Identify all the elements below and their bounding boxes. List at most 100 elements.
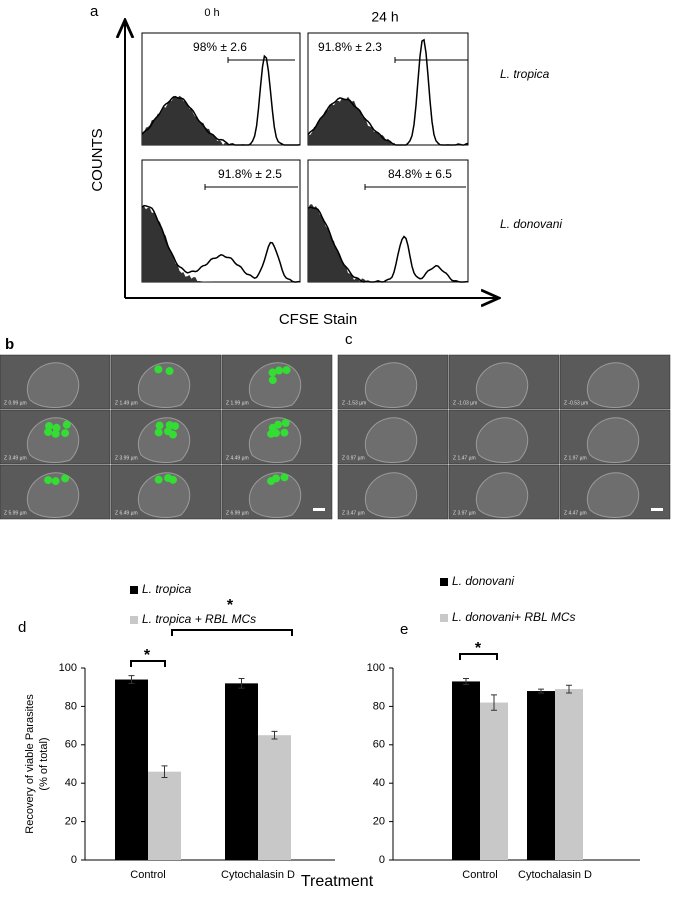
panel-label: e [400,621,408,638]
bar [115,679,148,860]
z-label: Z -1.03 µm [453,400,477,406]
z-label: Z 1.47 µm [453,455,476,461]
significance-bracket [459,653,498,660]
parasite [61,429,70,438]
parasite [154,365,163,374]
parasite [44,427,53,436]
parasite [45,422,54,431]
x-tick-label: Control [462,869,497,881]
histogram-fill [308,204,468,282]
parasite [168,475,177,484]
y-tick-label: 60 [65,739,77,751]
panel-label: c [345,331,353,348]
y-tick-label: 100 [367,662,385,674]
scale-bar [651,508,663,511]
parasite [268,376,277,385]
bar [452,681,480,860]
legend-swatch [130,586,138,594]
histogram-outline [141,204,301,283]
parasite [282,366,291,375]
z-label: Z 1.97 µm [564,455,587,461]
parasite [51,477,60,486]
species-label: L. tropica [500,67,550,81]
error-bar [538,688,544,694]
bar [555,689,583,860]
timepoint: 0 h [204,7,219,19]
error-bar [238,678,245,689]
cell-outline [137,362,191,408]
z-label: Z 3.99 µm [115,455,138,461]
legend-label: L. donovani [452,574,514,588]
y-tick-label: 100 [59,662,77,674]
x-tick-label: Cytochalasin D [518,869,592,881]
z-label: Z 1.99 µm [226,400,249,406]
z-label: Z 4.49 µm [226,455,249,461]
error-bar [491,694,497,711]
z-label: Z 3.97 µm [453,510,476,516]
y-tick-label: 20 [373,816,385,828]
bar [527,691,555,860]
cell-outline [248,417,302,463]
z-label: Z 5.99 µm [4,510,27,516]
histogram-outline [307,206,468,283]
panel-label: d [18,619,26,636]
z-label: Z 1.49 µm [115,400,138,406]
bar [148,771,181,860]
significance-bracket [130,660,166,667]
error-bar [271,730,278,740]
z-label: Z 4.47 µm [564,510,587,516]
panel-label: a [90,3,99,20]
y-tick-label: 60 [373,739,385,751]
cell-outline [248,472,302,518]
histogram-fill [308,96,468,145]
parasite [62,420,71,429]
x-tick-label: Cytochalasin D [221,869,295,881]
cell-outline [475,417,529,463]
gate-label: 91.8% ± 2.3 [318,40,382,54]
z-label: Z 6.99 µm [226,510,249,516]
histogram-fill [142,206,300,282]
bar [480,702,508,860]
parasite [52,423,61,432]
parasite [154,475,163,484]
parasite [280,428,289,437]
y-tick-label: 0 [379,854,385,866]
axis-label: CFSE Stain [279,311,357,328]
parasite [61,474,70,483]
y-tick-label: 20 [65,816,77,828]
z-label: Z -1.53 µm [342,400,366,406]
parasite [274,420,283,429]
parasite [268,368,277,377]
x-tick-label: Control [130,869,165,881]
z-label: Z 3.47 µm [342,510,365,516]
parasite [271,429,280,438]
cell-outline [26,472,80,518]
histogram-outline [141,54,301,146]
y-tick-label: 80 [65,700,77,712]
y-tick-label: 40 [65,777,77,789]
parasite [280,473,289,482]
cell-outline [248,362,302,408]
gate-label: 84.8% ± 6.5 [388,167,452,181]
histogram-fill [142,95,300,145]
x-axis-label: Treatment [301,873,374,890]
cell-outline [586,417,640,463]
bar [258,735,291,860]
legend-swatch [130,616,138,624]
legend-label: L. donovani+ RBL MCs [452,610,576,624]
cell-outline [475,472,529,518]
parasite [51,429,60,438]
parasite [171,422,180,431]
cell-outline [586,362,640,408]
error-bar [463,678,469,685]
annotation: * [475,640,482,657]
timepoint: 24 h [371,9,398,25]
cell-outline [364,417,418,463]
species-label: L. donovani [500,217,562,231]
gate-label: 98% ± 2.6 [193,40,247,54]
y-axis-label: Recovery of viable Parasites [24,694,36,834]
annotation: * [144,647,151,664]
z-label: Z 3.49 µm [4,455,27,461]
parasite [275,366,284,375]
cell-outline [137,472,191,518]
